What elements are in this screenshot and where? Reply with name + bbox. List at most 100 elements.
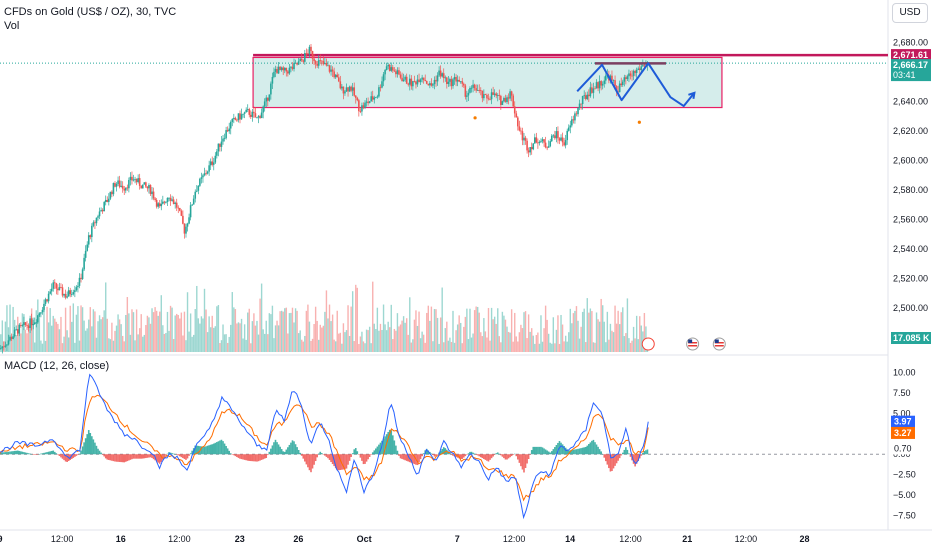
histogram-bar <box>18 450 21 455</box>
volume-bar <box>393 328 396 352</box>
histogram-bar <box>132 454 135 459</box>
histogram-bar <box>75 454 78 456</box>
candle <box>293 63 295 70</box>
currency-button[interactable]: USD <box>892 3 928 23</box>
volume-bar <box>398 326 400 352</box>
candle <box>635 69 638 73</box>
histogram-bar <box>220 439 223 455</box>
macd-tick-label: −2.50 <box>893 470 916 480</box>
histogram-bar <box>504 454 507 460</box>
volume-bar <box>92 309 95 352</box>
candle <box>75 287 78 291</box>
candle <box>108 198 110 202</box>
volume-bar <box>108 338 110 352</box>
histogram-bar <box>359 454 362 458</box>
volume-bar <box>58 329 61 352</box>
candle <box>463 83 465 86</box>
histogram-bar <box>574 449 576 455</box>
histogram-bar <box>219 440 221 455</box>
histogram-bar <box>200 446 203 455</box>
histogram-bar <box>293 441 295 455</box>
histogram-bar <box>550 451 553 455</box>
candle <box>166 197 169 203</box>
volume-bar <box>552 317 555 352</box>
volume-bar <box>612 332 615 352</box>
histogram-bar <box>80 450 82 455</box>
price-tick-label: 2,560.00 <box>893 214 928 224</box>
candle <box>0 348 2 350</box>
histogram-bar <box>601 454 604 455</box>
volume-bar <box>507 331 510 352</box>
volume-bar <box>540 315 542 352</box>
histogram-bar <box>270 448 272 455</box>
histogram-bar <box>476 454 479 456</box>
volume-bar <box>234 309 237 352</box>
candle <box>168 197 170 199</box>
volume-bar <box>405 318 408 352</box>
volume-bar <box>54 318 56 352</box>
histogram-bar <box>492 454 494 457</box>
candle <box>279 66 281 70</box>
volume-bar <box>1 320 4 352</box>
histogram-bar <box>399 454 402 459</box>
volume-bar <box>114 330 116 352</box>
histogram-bar <box>520 454 522 467</box>
candle <box>141 184 144 189</box>
candle <box>404 76 406 80</box>
volume-bar <box>395 330 397 352</box>
candle <box>533 137 536 144</box>
volume-bar <box>69 305 71 352</box>
histogram-bar <box>461 454 464 459</box>
candle <box>163 201 166 203</box>
candle <box>319 60 322 62</box>
histogram-bar <box>222 441 224 455</box>
x-tick-label: 16 <box>116 534 126 544</box>
volume-bar <box>313 324 315 352</box>
candle <box>350 86 352 91</box>
histogram-bar <box>160 454 163 462</box>
candle <box>592 88 595 93</box>
histogram-bar <box>205 446 207 455</box>
candle <box>461 81 464 84</box>
volume-bar <box>67 337 70 352</box>
candle <box>50 288 53 292</box>
volume-bar <box>566 341 568 352</box>
volume-bar <box>206 332 209 352</box>
histogram-bar <box>291 440 294 455</box>
macd-tick-label: 7.50 <box>893 388 911 398</box>
price-tick-label: 2,580.00 <box>893 185 928 195</box>
volume-bar <box>280 310 283 352</box>
candle <box>40 312 42 314</box>
signal-value-tag-bg <box>891 426 915 439</box>
histogram-bar <box>12 451 14 455</box>
flag-stripe <box>714 345 724 347</box>
histogram-bar <box>373 450 376 455</box>
volume-bar <box>274 325 277 352</box>
volume-bar <box>327 318 329 352</box>
histogram-bar <box>33 454 36 455</box>
candle <box>399 74 402 78</box>
projection-path <box>576 62 696 108</box>
volume-bar <box>217 305 220 352</box>
candle <box>362 105 365 108</box>
histogram-bar <box>555 444 558 455</box>
histogram-bar <box>612 454 615 469</box>
volume-bar <box>483 318 485 352</box>
histogram-bar <box>603 454 606 458</box>
candle <box>419 79 422 83</box>
histogram-bar <box>388 429 391 455</box>
histogram-bar <box>475 454 477 455</box>
candle <box>501 101 504 105</box>
volume-bar <box>461 343 463 352</box>
candle <box>344 91 346 94</box>
histogram-value-tag-bg <box>891 442 915 455</box>
histogram-bar <box>194 445 197 455</box>
volume-bar <box>314 306 317 352</box>
histogram-bar <box>86 434 89 455</box>
histogram-bar <box>495 453 498 455</box>
histogram-bar <box>598 449 601 455</box>
candle <box>30 318 33 326</box>
candle <box>78 277 81 286</box>
